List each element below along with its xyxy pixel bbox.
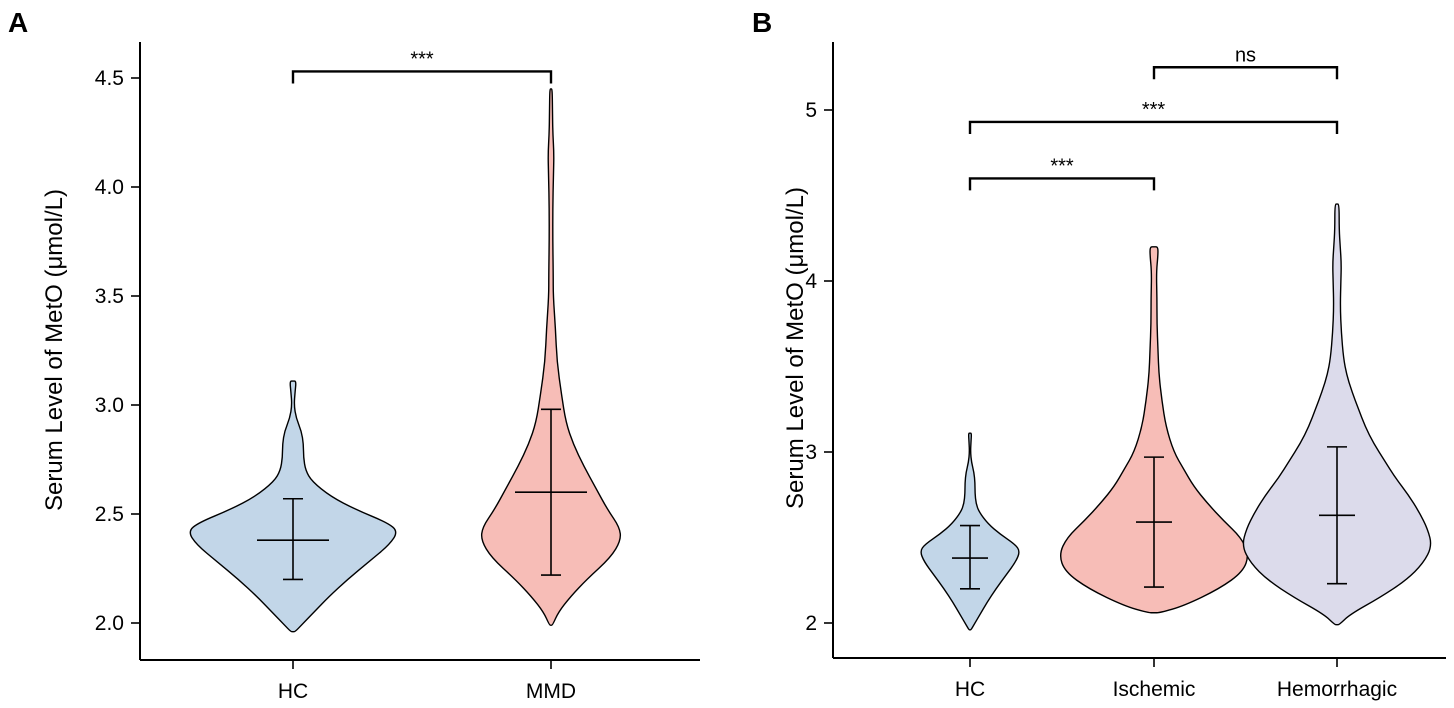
panel-b-significance-label: *** [1050,155,1074,177]
panel-a-x-tick-label: MMD [526,680,576,703]
panel-b-significance-bracket [968,177,1156,191]
panel-a-y-tick-label: 4.5 [95,67,124,90]
panel-b-x-tick-label: HC [955,678,985,701]
panel-a-significance-label: *** [410,48,434,70]
panel-a-y-tick-label: 4.0 [95,176,124,199]
panel-b-significance-label: ns [1235,44,1256,66]
panel-b-y-tick-label: 5 [805,99,817,122]
panel-a-y-axis-label: Serum Level of MetO (μmol/L) [41,189,68,511]
panel-b-x-tick-label: Hemorrhagic [1277,678,1397,701]
panel-b-y-tick-label: 2 [805,612,817,635]
panel-b-y-axis-label: Serum Level of MetO (μmol/L) [782,187,809,509]
panel-b-x-tick-label: Ischemic [1113,678,1196,701]
panel-a-y-tick-label: 2.5 [95,503,124,526]
panel-a-x-tick-label: HC [278,680,308,703]
panel-b-plot-area: 2 3 4 5 HC Ischemic Hemorrhagic ns *** *** [805,42,1446,701]
panel-a-violin-mmd [480,88,622,626]
panel-a-significance-bracket [291,70,553,84]
panel-b-significance-bracket [1152,66,1339,80]
panel-a-label: A [8,7,28,38]
panel-a-y-tick-label: 3.5 [95,285,124,308]
panel-a: A Serum Level of MetO (μmol/L) 2.0 2.5 3.0… [8,7,700,703]
panel-a-plot-area: 2.0 2.5 3.0 3.5 4.0 4.5 HC MMD *** [95,42,700,703]
panel-a-y-tick-label: 3.0 [95,394,124,417]
panel-b-y-tick-label: 3 [805,441,817,464]
panel-b-violin-hemorrhagic [1242,203,1432,626]
panel-b-label: B [752,7,772,38]
panel-b-significance-bracket [968,120,1339,134]
panel-b-significance-label: *** [1142,99,1166,121]
panel-b: B Serum Level of MetO (μmol/L) 2 3 4 5 HC Isc… [752,7,1446,701]
panel-a-y-tick-label: 2.0 [95,612,124,635]
panel-b-violin-ischemic [1060,246,1248,614]
panel-b-y-tick-label: 4 [805,270,817,293]
